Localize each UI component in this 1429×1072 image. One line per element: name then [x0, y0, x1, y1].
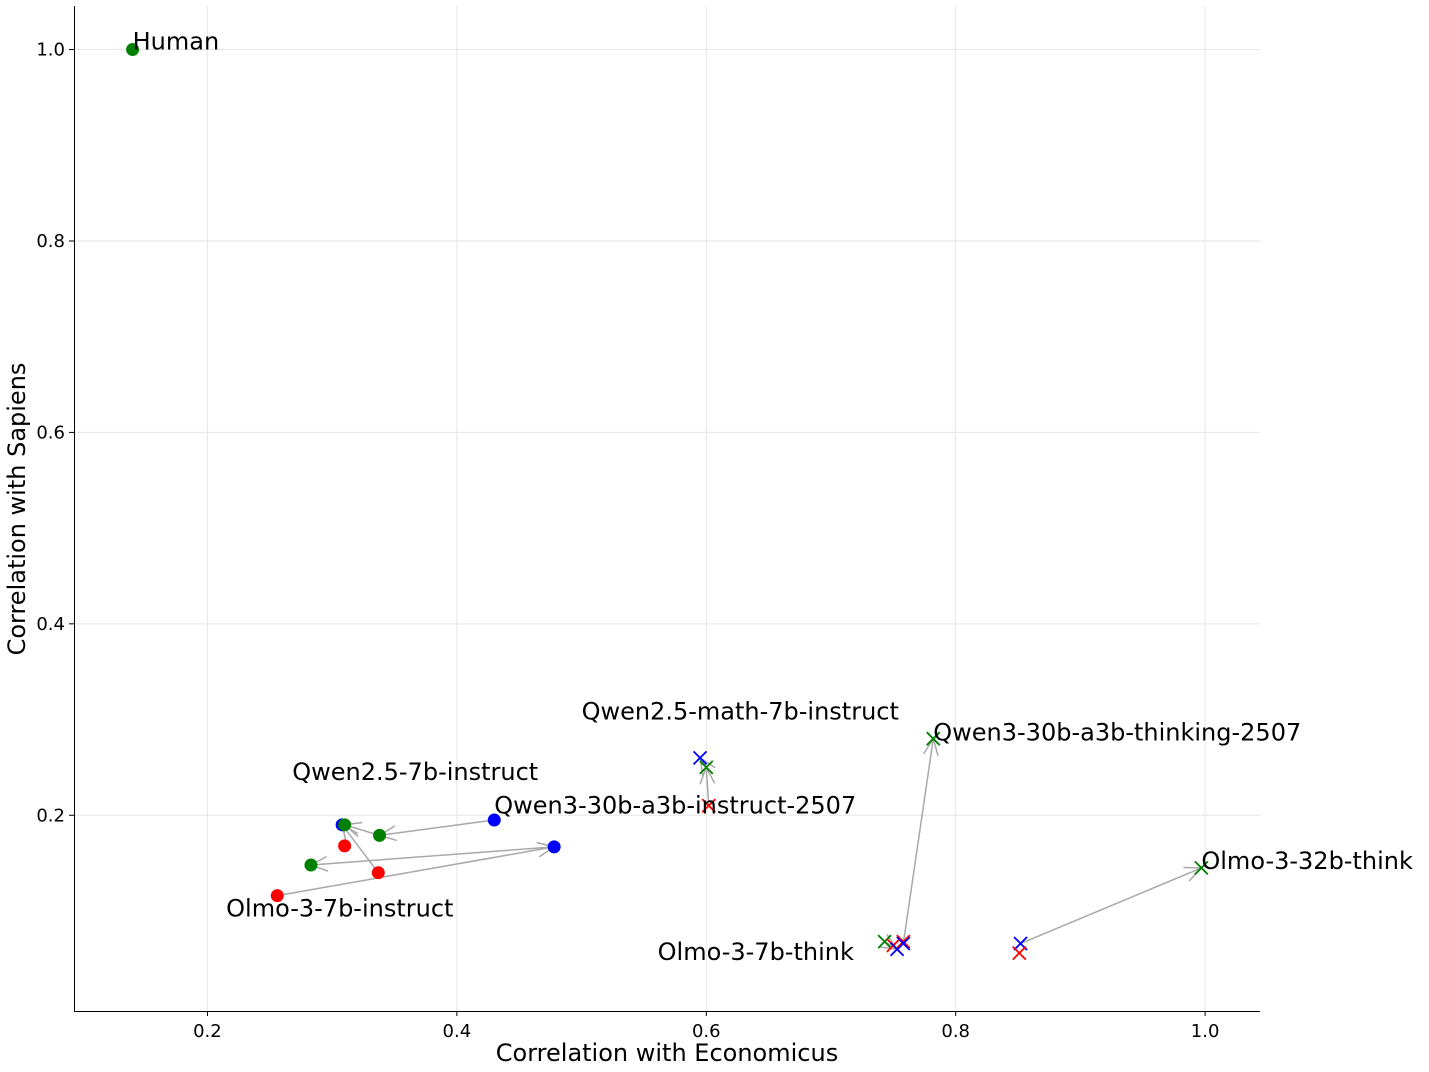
x-tick-label: 0.8 — [941, 1021, 970, 1042]
data-point-circle — [304, 858, 318, 872]
y-axis-title: Correlation with Sapiens — [3, 363, 31, 656]
y-tick-label: 0.8 — [36, 231, 65, 252]
x-tick-label: 0.6 — [692, 1021, 721, 1042]
x-tick-label: 1.0 — [1191, 1021, 1220, 1042]
x-axis-title: Correlation with Economicus — [496, 1039, 838, 1067]
grid — [74, 6, 1260, 1011]
data-point-circle — [371, 866, 385, 880]
point-label: Human — [133, 28, 220, 56]
label-layer: Human Qwen2.5-math-7b-instruct Qwen3-30b-a… — [133, 28, 1413, 966]
x-tick-label: 0.2 — [193, 1021, 222, 1042]
data-point-x — [692, 750, 708, 765]
y-tick-label: 1.0 — [36, 40, 65, 61]
y-tick-label: 0.2 — [36, 805, 65, 826]
data-point-circle — [338, 818, 352, 832]
data-point-x — [896, 936, 911, 951]
data-point-x — [896, 934, 911, 949]
y-tick-label: 0.4 — [36, 614, 65, 635]
arrow-line — [705, 767, 710, 806]
point-label: Olmo-3-7b-think — [658, 938, 854, 966]
data-point-circle — [547, 840, 561, 854]
point-label: Olmo-3-7b-instruct — [226, 895, 453, 923]
axes — [74, 6, 1260, 1012]
y-tick-label: 0.6 — [36, 422, 65, 443]
arrow-line — [1020, 867, 1202, 945]
data-point-x — [926, 731, 941, 746]
data-point-circle — [487, 813, 501, 827]
data-point-x — [1194, 860, 1209, 876]
data-point-circle — [338, 839, 352, 853]
arrow-line — [379, 819, 495, 837]
data-point-circle — [373, 828, 387, 842]
x-tick-label: 0.4 — [443, 1021, 472, 1042]
data-point-x — [1012, 945, 1027, 961]
arrow-line — [310, 846, 555, 866]
data-point-x — [877, 934, 892, 949]
arrow-line — [341, 824, 379, 874]
point-label: Olmo-3-32b-think — [1201, 847, 1413, 875]
data-point-circle — [126, 43, 140, 57]
y-ticks: 0.2 0.4 0.6 0.8 1.0 — [36, 40, 74, 826]
x-ticks: 0.2 0.4 0.6 0.8 1.0 — [193, 1011, 1219, 1042]
data-point-circle — [270, 889, 284, 903]
point-layer — [126, 43, 1209, 961]
arrow-line — [902, 738, 934, 944]
point-label: Qwen3-30b-a3b-instruct-2507 — [494, 791, 856, 819]
point-label: Qwen3-30b-a3b-thinking-2507 — [933, 719, 1301, 747]
arrow-line — [277, 846, 555, 897]
point-label: Qwen2.5-math-7b-instruct — [582, 698, 899, 726]
point-label: Qwen2.5-7b-instruct — [292, 758, 538, 786]
data-point-x — [701, 798, 716, 813]
data-point-x — [699, 760, 714, 775]
